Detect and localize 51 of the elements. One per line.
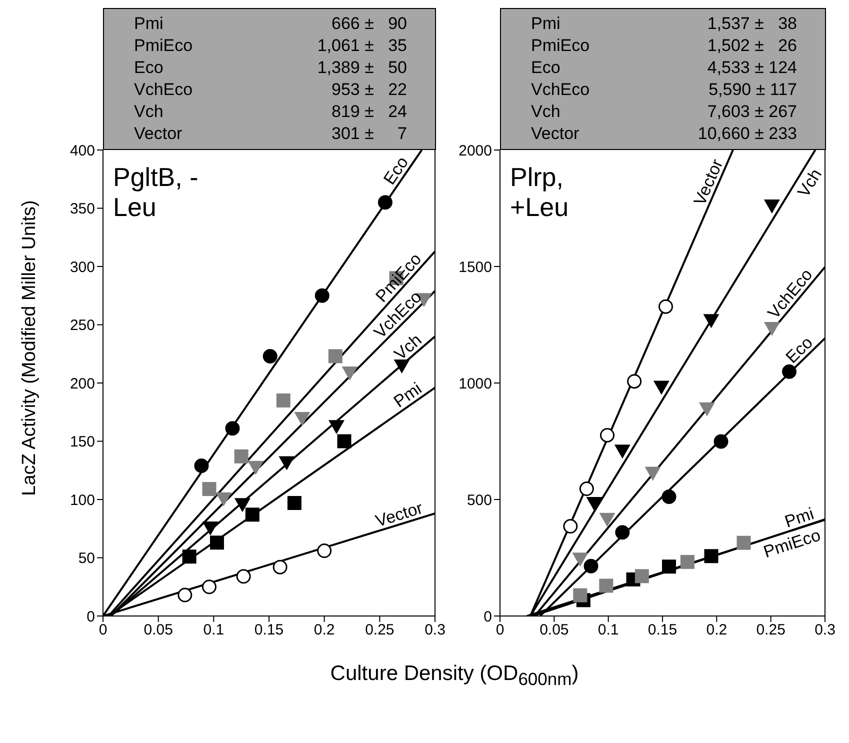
y-tick-label: 0 bbox=[86, 608, 95, 626]
y-tick-label: 350 bbox=[70, 200, 95, 218]
x-tick-label: 0.1 bbox=[598, 622, 619, 639]
text: Vch 7,603 ± 267 bbox=[531, 102, 797, 121]
x-axis-title: Culture Density (OD$_{600nm}$) bbox=[329, 662, 580, 690]
x-tick-label: 0.25 bbox=[365, 622, 394, 639]
text: Eco bbox=[380, 153, 412, 188]
y-tick-label: 150 bbox=[70, 434, 95, 451]
y-tick-label: 400 bbox=[70, 142, 95, 160]
text: Pmi 666 ± 90 bbox=[134, 14, 407, 33]
text: Eco 4,533 ± 124 bbox=[531, 58, 797, 77]
x-tick-label: 0.25 bbox=[756, 622, 786, 639]
x-tick-label: 0 bbox=[496, 622, 504, 639]
y-tick-label: 1000 bbox=[458, 375, 492, 392]
x-tick-label: 0.2 bbox=[706, 622, 728, 639]
y-tick-label: 50 bbox=[78, 550, 95, 568]
y-tick-label: 200 bbox=[70, 375, 95, 392]
y-tick-label: 500 bbox=[466, 492, 492, 509]
text: Vch bbox=[794, 166, 826, 200]
x-tick-label: 0.05 bbox=[540, 622, 569, 639]
x-tick-label: 0.05 bbox=[144, 622, 173, 639]
text: Eco bbox=[782, 332, 816, 368]
y-tick-label: 250 bbox=[70, 317, 95, 334]
text: Pmi 1,537 ± 38 bbox=[531, 14, 797, 33]
text: Pmi bbox=[782, 504, 816, 532]
y-tick-label: 0 bbox=[484, 608, 492, 626]
y-tick-label: 2000 bbox=[458, 142, 492, 160]
x-tick-label: 0.3 bbox=[814, 622, 836, 639]
x-tick-label: 0.15 bbox=[254, 622, 284, 639]
text: VchEco 5,590 ± 117 bbox=[531, 80, 797, 99]
x-tick-label: 0.1 bbox=[203, 622, 224, 639]
text: Vch 819 ± 24 bbox=[134, 102, 407, 121]
x-tick-label: 0.3 bbox=[424, 622, 446, 639]
text: Vch bbox=[390, 330, 426, 364]
text: PmiEco 1,061 ± 35 bbox=[134, 36, 407, 55]
x-tick-label: 0 bbox=[98, 622, 108, 639]
y-axis-title: LacZ Activity (Modified Miller Units) bbox=[19, 200, 41, 496]
text: PgltB, -Leu bbox=[113, 162, 199, 222]
text: Plrp, +Leu bbox=[510, 162, 570, 222]
text: Vector 10,660 ± 233 bbox=[531, 124, 797, 143]
text: Pmi bbox=[390, 378, 426, 412]
x-tick-label: 0.15 bbox=[648, 622, 678, 639]
y-tick-label: 300 bbox=[70, 258, 95, 276]
y-tick-label: 1500 bbox=[458, 258, 492, 276]
text: VchEco 953 ± 22 bbox=[134, 80, 407, 99]
text: Vector bbox=[373, 498, 426, 531]
text: PmiEco 1,502 ± 26 bbox=[531, 36, 797, 55]
x-tick-label: 0.2 bbox=[314, 622, 335, 639]
text: Eco 1,389 ± 50 bbox=[134, 58, 407, 77]
text: Vector 301 ± 7 bbox=[134, 124, 407, 143]
y-tick-label: 100 bbox=[70, 492, 95, 509]
